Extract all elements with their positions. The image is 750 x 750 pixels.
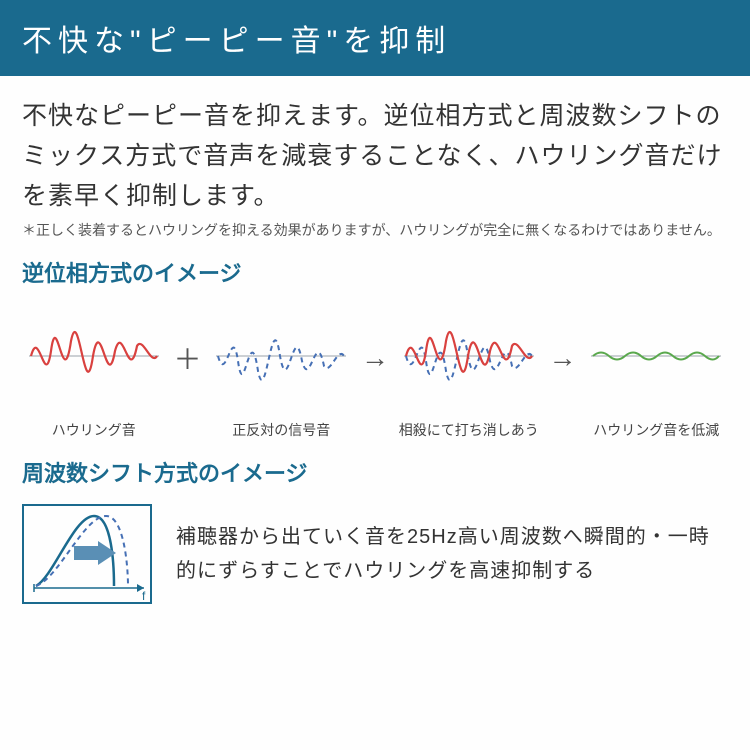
- wave-svg-1: [216, 296, 346, 416]
- operator-arrow-2: →: [547, 342, 579, 394]
- freq-shift-svg: f: [24, 506, 150, 602]
- wave-cell-2: 相殺にて打ち消しあう: [397, 296, 541, 440]
- wave-svg-3: [591, 296, 721, 416]
- wave-box-1: [216, 296, 346, 416]
- body-footnote: ＊正しく装着するとハウリングを抑える効果がありますが、ハウリングが完全に無くなる…: [0, 220, 750, 252]
- wave-caption-1: 正反対の信号音: [232, 420, 330, 440]
- header-title: 不快な"ピーピー音"を抑制: [22, 25, 451, 58]
- freq-axis-label: f: [142, 589, 146, 602]
- freq-description: 補聴器から出ていく音を25Hz高い周波数へ瞬間的・一時的にずらすことでハウリング…: [176, 520, 728, 588]
- wave-caption-0: ハウリング音: [52, 420, 136, 440]
- freq-row: f 補聴器から出ていく音を25Hz高い周波数へ瞬間的・一時的にずらすことでハウリ…: [0, 496, 750, 612]
- header-band: 不快な"ピーピー音"を抑制: [0, 0, 750, 76]
- wave-row: ハウリング音 ＋ 正反対の信号音 → 相殺にて打ち消しあう →: [0, 296, 750, 440]
- section1-title: 逆位相方式のイメージ: [0, 252, 750, 296]
- freq-shift-icon: f: [22, 504, 152, 604]
- wave-box-2: [404, 296, 534, 416]
- wave-box-3: [591, 296, 721, 416]
- body-paragraph: 不快なピーピー音を抑えます。逆位相方式と周波数シフトのミックス方式で音声を減衰す…: [0, 76, 750, 220]
- wave-caption-2: 相殺にて打ち消しあう: [399, 420, 539, 440]
- operator-arrow-1: →: [359, 342, 391, 394]
- wave-cell-3: ハウリング音を低減: [585, 296, 729, 440]
- operator-plus: ＋: [172, 338, 204, 398]
- section2-title: 周波数シフト方式のイメージ: [0, 452, 750, 496]
- wave-svg-2: [404, 296, 534, 416]
- wave-svg-0: [29, 296, 159, 416]
- wave-box-0: [29, 296, 159, 416]
- wave-cell-0: ハウリング音: [22, 296, 166, 440]
- wave-caption-3: ハウリング音を低減: [593, 420, 719, 440]
- wave-cell-1: 正反対の信号音: [210, 296, 354, 440]
